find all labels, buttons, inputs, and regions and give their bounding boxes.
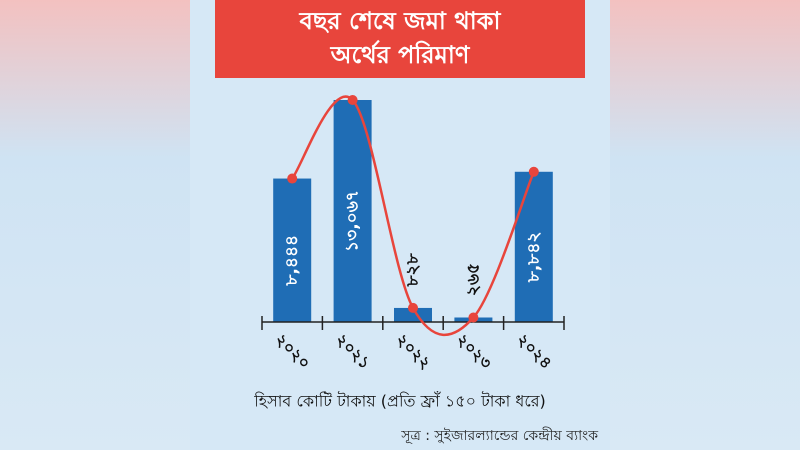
bar bbox=[514, 171, 553, 322]
bar bbox=[333, 100, 372, 322]
point bbox=[528, 166, 539, 177]
point bbox=[347, 95, 358, 105]
source: সূত্র : সুইজারল্যান্ডের কেন্দ্রীয় ব্যাং… bbox=[400, 427, 598, 444]
value-label: ৮,৪৪৪ bbox=[282, 235, 302, 287]
value-label: ৮২৮ bbox=[403, 252, 423, 287]
chart-title: অর্থের পরিমাণ bbox=[330, 39, 471, 69]
point bbox=[468, 312, 479, 323]
chart-title: বছর শেষে জমা থাকা bbox=[299, 7, 502, 35]
trend-line bbox=[291, 95, 535, 337]
bar bbox=[394, 307, 432, 322]
note: হিসাব কোটি টাকায় (প্রতি ফ্রাঁ ১৫০ টাকা … bbox=[253, 392, 546, 411]
value-label: ২৬৫ bbox=[463, 263, 483, 296]
value-label: ৮,৮৪২ bbox=[524, 232, 544, 284]
point bbox=[408, 302, 418, 313]
value-label: ১৩,০৬৭ bbox=[343, 190, 363, 252]
title-box bbox=[215, 0, 585, 78]
bar bbox=[273, 178, 312, 322]
point bbox=[287, 173, 298, 184]
